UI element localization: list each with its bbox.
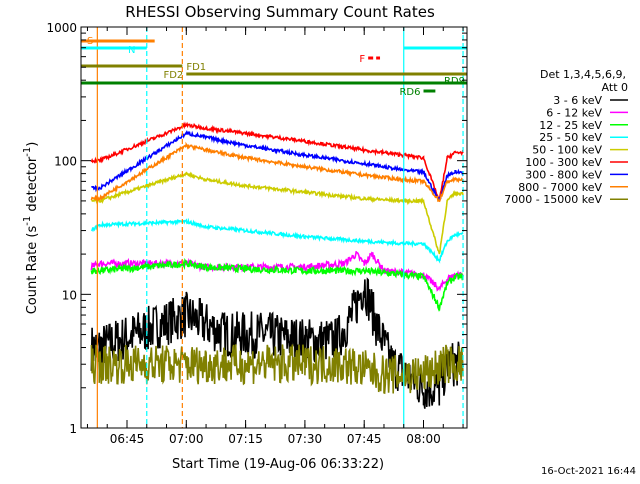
flag-label: RD6: [399, 87, 420, 98]
legend-entry-label: 12 - 25 keV: [539, 119, 602, 132]
plot-frame: [80, 26, 468, 429]
x-tick-label: 07:00: [169, 432, 204, 446]
legend-entry-label: 7000 - 15000 keV: [504, 193, 602, 206]
y-tick-label: 100: [54, 155, 77, 169]
legend-entry-label: 300 - 800 keV: [525, 168, 602, 181]
series-layer: [90, 121, 464, 409]
legend-entry-label: 6 - 12 keV: [546, 106, 602, 119]
x-tick-label: 07:45: [347, 432, 382, 446]
y-tick-label: 1: [69, 422, 77, 436]
x-axis: 06:45 07:00 07:15 07:30 07:45 08:00: [86, 27, 464, 446]
x-tick-label: 08:00: [406, 432, 441, 446]
vertical-markers: [96, 27, 464, 428]
series-line: [90, 344, 464, 395]
legend-entry-label: 50 - 100 keV: [532, 144, 602, 157]
legend-title-line-2: Att 0: [602, 81, 628, 94]
y-axis-label: Count Rate (s-1 detector-1): [22, 142, 40, 315]
chart-title: RHESSI Observing Summary Count Rates: [125, 3, 435, 21]
flag-label: N: [128, 45, 135, 56]
y-tick-label: 10: [62, 288, 77, 302]
flag-label: RD9: [444, 76, 465, 87]
flag-label: F: [359, 54, 365, 65]
x-tick-label: 07:15: [228, 432, 263, 446]
flag-label: FD1: [186, 62, 206, 73]
y-axis: 1 10 100 1000: [46, 21, 467, 436]
x-tick-label: 06:45: [110, 432, 145, 446]
legend-entry-label: 800 - 7000 keV: [518, 181, 602, 194]
legend-title-line-1: Det 1,3,4,5,6,9,: [540, 68, 626, 81]
legend-entry-label: 3 - 6 keV: [553, 94, 602, 107]
flag-label: S: [87, 36, 93, 47]
y-tick-label: 1000: [46, 21, 77, 35]
x-tick-label: 07:30: [288, 432, 323, 446]
legend-entry-label: 100 - 300 keV: [525, 156, 602, 169]
x-axis-label: Start Time (19-Aug-06 06:33:22): [172, 457, 384, 472]
legend-entry-label: 25 - 50 keV: [539, 131, 602, 144]
flag-label: FD2: [163, 70, 183, 81]
footer-date: 16-Oct-2021 16:44: [541, 466, 636, 477]
